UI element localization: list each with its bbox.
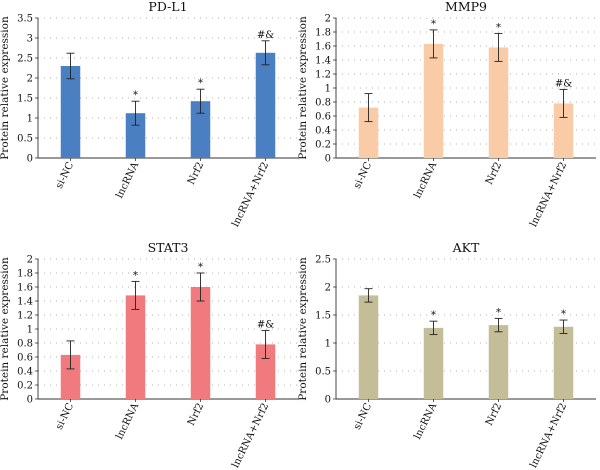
bar-lncRNA [125,113,146,158]
x-tick-label: lncRNA [412,160,439,200]
x-tick-label: lncRNA+Nrf2 [528,401,569,469]
bar-lncRNA+Nrf2 [553,103,574,158]
x-tick-label: Nrf2 [186,160,206,186]
y-tick-label: 2.5 [315,255,331,266]
bar-si-NC [358,107,379,158]
x-tick-label: Nrf2 [484,160,504,186]
y-tick-label: 0 [27,395,33,406]
x-tick-label: si-NC [352,401,374,431]
significance-marker: * [431,19,436,30]
x-tick-label: si-NC [54,160,76,190]
chart-panel-1: MMP9 Protein relative expression 0 0.2 0.4 0.… [297,0,596,229]
y-tick-label: 0.2 [17,381,33,392]
bar-Nrf2 [190,287,211,399]
x-tick-label: si-NC [54,401,76,431]
bar-Nrf2 [190,101,211,158]
y-tick-label: 0.5 [315,367,331,378]
bar-lncRNA [125,295,146,399]
significance-marker: * [198,78,203,89]
y-tick-label: 3 [27,34,33,45]
bar-lncRNA [423,327,444,399]
y-tick-label: 0.4 [315,126,331,137]
y-tick-label: 1 [27,325,33,336]
bar-Nrf2 [488,325,509,399]
x-tick-label: lncRNA+Nrf2 [230,401,271,469]
y-axis-label: Protein relative expression [0,257,11,401]
y-tick-label: 2.5 [17,54,33,65]
y-tick-label: 0 [325,395,331,406]
y-tick-label: 3.5 [17,14,33,25]
chart-title: MMP9 [445,0,487,14]
y-tick-label: 1 [27,114,33,125]
y-axis-label: Protein relative expression [0,16,11,160]
y-tick-label: 1.4 [315,56,331,67]
bar-lncRNA [423,43,444,158]
bar-si-NC [358,295,379,399]
y-tick-label: 2 [27,255,33,266]
y-tick-label: 0.8 [315,98,331,109]
y-tick-label: 0.6 [17,353,33,364]
y-tick-label: 0 [27,154,33,165]
y-axis-label: Protein relative expression [297,16,309,160]
y-tick-label: 0.6 [315,112,331,123]
significance-marker: * [133,90,138,101]
significance-marker: * [133,270,138,281]
y-tick-label: 2 [27,74,33,85]
y-tick-label: 0.2 [315,140,331,151]
y-tick-label: 1.5 [315,311,331,322]
significance-marker: * [496,307,501,318]
y-tick-label: 2 [325,283,331,294]
y-tick-label: 1.5 [17,94,33,105]
y-tick-label: 1.6 [315,42,331,53]
significance-marker: * [431,310,436,321]
bar-si-NC [60,66,81,158]
x-tick-label: lncRNA [412,401,439,441]
y-tick-label: 1.8 [315,28,331,39]
y-tick-label: 1 [325,84,331,95]
y-tick-label: 1.6 [17,283,33,294]
bar-lncRNA+Nrf2 [255,344,276,399]
y-tick-label: 1.8 [17,269,33,280]
x-tick-label: Nrf2 [186,401,206,427]
y-tick-label: 0.5 [17,134,33,145]
significance-marker: * [496,22,501,33]
y-tick-label: 0.4 [17,367,33,378]
y-tick-label: 1.2 [17,311,33,322]
y-tick-label: 1.4 [17,297,33,308]
chart-title: AKT [452,240,480,255]
chart-panel-3: AKT Protein relative expression 0 0.5 1 1.5 2 2… [297,240,596,470]
significance-marker: #& [555,78,572,89]
y-tick-label: 0 [325,154,331,165]
chart-panel-0: PD-L1 Protein relative expression 0 0.5 1 1.5… [0,0,298,229]
significance-marker: * [561,309,566,320]
y-tick-label: 1.2 [315,70,331,81]
significance-marker: * [198,262,203,273]
y-tick-label: 2 [325,14,331,25]
significance-marker: #& [257,30,274,41]
x-tick-label: lncRNA [114,160,141,200]
bar-si-NC [60,354,81,399]
significance-marker: #& [257,319,274,330]
x-tick-label: lncRNA+Nrf2 [230,160,271,228]
x-tick-label: Nrf2 [484,401,504,427]
chart-title: PD-L1 [148,0,187,14]
x-tick-label: lncRNA [114,401,141,441]
y-tick-label: 0.8 [17,339,33,350]
bar-lncRNA+Nrf2 [255,52,276,158]
bar-Nrf2 [488,47,509,158]
chart-panel-2: STAT3 Protein relative expression 0 0.2 0.4 0… [0,240,298,470]
chart-title: STAT3 [148,240,189,255]
x-tick-label: si-NC [352,160,374,190]
y-axis-label: Protein relative expression [297,257,309,401]
bar-lncRNA+Nrf2 [553,326,574,399]
y-tick-label: 1 [325,339,331,350]
x-tick-label: lncRNA+Nrf2 [528,160,569,228]
